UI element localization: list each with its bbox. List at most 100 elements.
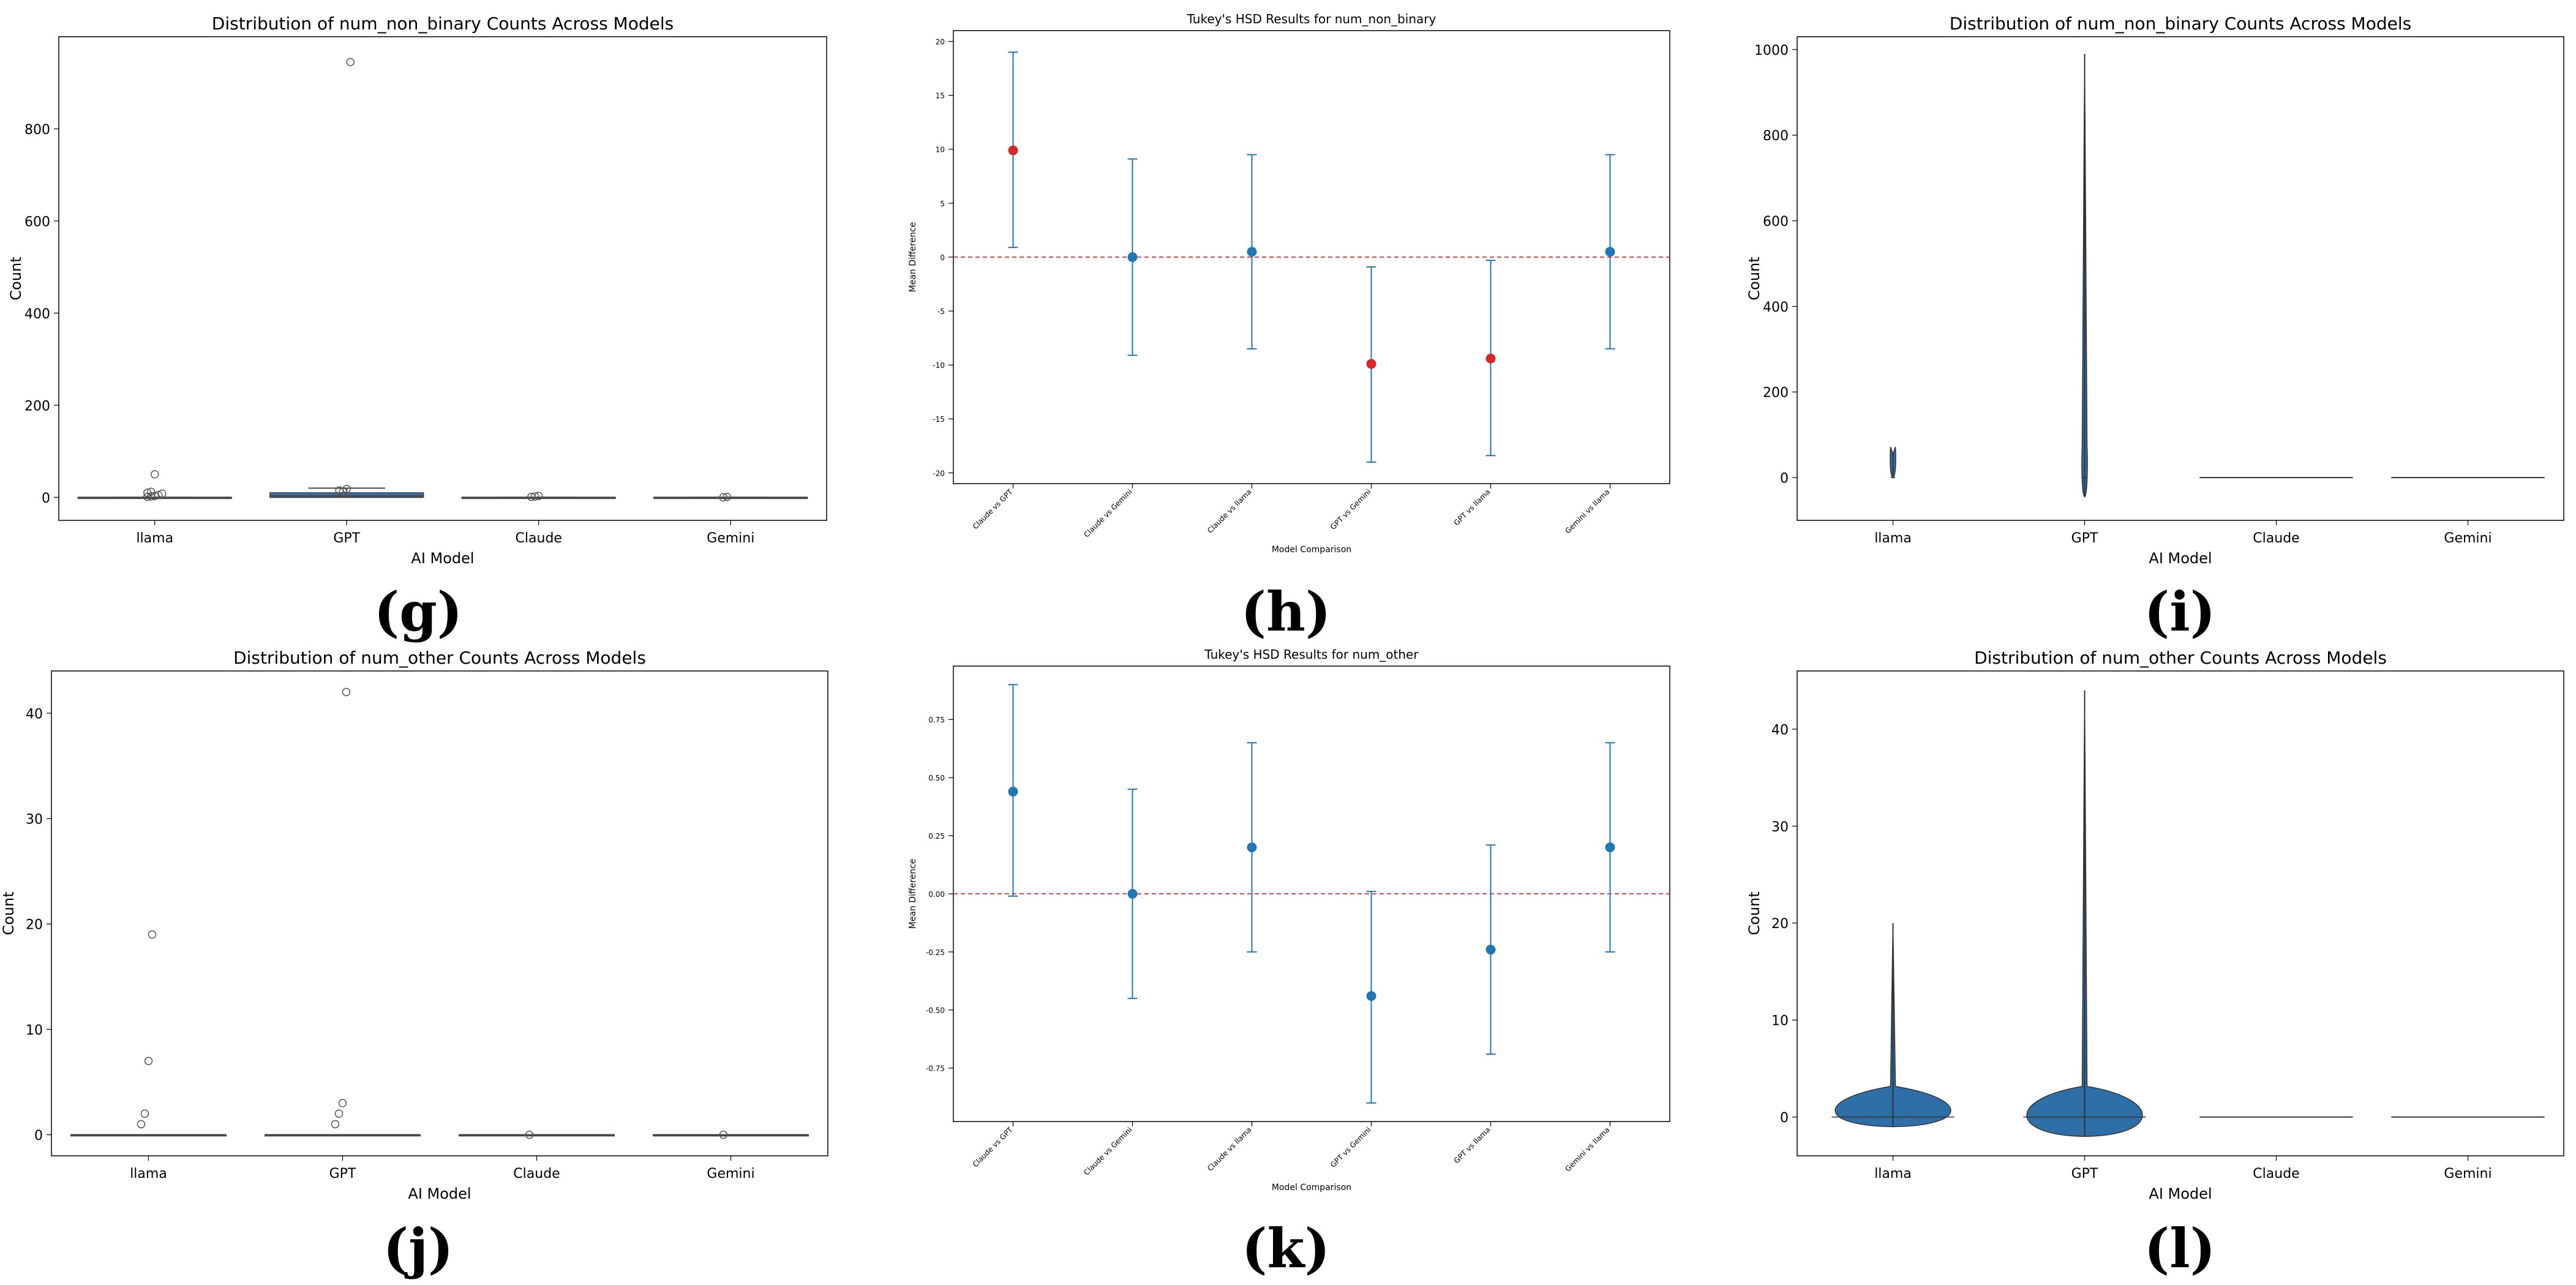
box-llama (77, 470, 232, 501)
mean-difference-point (1127, 889, 1138, 899)
y-tick-label: 10 (26, 1023, 43, 1038)
x-tick-label: Claude vs llama (1206, 1125, 1253, 1173)
y-tick-label: 0 (1780, 1111, 1789, 1126)
plot-frame (953, 665, 1670, 1122)
x-tick-label: Claude vs llama (1206, 487, 1253, 535)
y-tick-label: 800 (1763, 129, 1789, 144)
y-tick-label: 0.50 (928, 774, 945, 782)
y-tick-label: 600 (1763, 214, 1789, 230)
comparison-1 (1127, 789, 1138, 999)
plot-frame (1797, 670, 2564, 1156)
panel-label: (j) (383, 1216, 453, 1280)
outlier-point (140, 1109, 149, 1118)
x-tick-label: GPT (2071, 531, 2098, 546)
y-tick-label: 10 (936, 146, 945, 154)
y-tick-label: 5 (940, 200, 945, 208)
x-tick-label: GPT vs Gemini (1329, 1125, 1373, 1169)
y-tick-label: -0.75 (926, 1065, 945, 1073)
x-axis-label: AI Model (411, 550, 474, 567)
y-tick-label: 20 (936, 38, 945, 47)
x-tick-label: GPT vs llama (1452, 487, 1492, 527)
comparison-2 (1247, 742, 1257, 953)
y-axis-label: Count (7, 257, 24, 300)
y-tick-label: 400 (24, 307, 50, 322)
x-tick-label: Claude (2253, 531, 2299, 546)
chart-panel-5: Distribution of num_other Counts Across … (1746, 648, 2564, 1280)
box-Claude (458, 1130, 615, 1139)
y-tick-label: 0.25 (928, 832, 945, 841)
x-axis-label: Model Comparison (1272, 1183, 1351, 1193)
y-tick-label: 0.75 (928, 716, 945, 724)
y-tick-label: -20 (933, 469, 945, 478)
comparison-5 (1605, 742, 1615, 953)
x-axis-label: AI Model (408, 1185, 471, 1202)
y-tick-label: 800 (24, 122, 50, 138)
x-tick-label: Claude (2253, 1166, 2299, 1182)
y-tick-label: 1000 (1754, 43, 1789, 58)
outlier-point (334, 1109, 344, 1118)
chart-panel-4: Tukey's HSD Results for num_other 0.75 0.5… (908, 647, 1670, 1280)
outlier-point (331, 1120, 340, 1129)
mean-difference-point (1605, 247, 1615, 257)
y-tick-label: 0 (42, 491, 50, 506)
x-tick-label: Claude (513, 1166, 560, 1182)
y-tick-label: 30 (26, 812, 43, 827)
mean-difference-point (1247, 842, 1257, 853)
panel-label: (l) (2144, 1216, 2216, 1280)
y-tick-label: 0 (34, 1128, 43, 1144)
mean-difference-point (1008, 145, 1018, 155)
box-Gemini (653, 492, 808, 502)
x-tick-label: GPT (2071, 1166, 2098, 1182)
x-tick-label: llama (130, 1166, 167, 1182)
comparison-2 (1247, 154, 1257, 350)
chart-panel-3: Distribution of num_other Counts Across … (0, 648, 828, 1280)
y-tick-label: 40 (1771, 722, 1789, 738)
x-tick-label: Gemini (707, 531, 754, 546)
violin-llama (1831, 923, 1955, 1128)
y-tick-label: 600 (24, 214, 50, 230)
x-tick-label: Claude vs Gemini (1082, 1125, 1133, 1177)
violin-GPT (2081, 53, 2088, 498)
comparison-3 (1366, 266, 1376, 463)
outlier-point (143, 489, 152, 497)
panel-label: (i) (2144, 580, 2216, 643)
comparison-3 (1366, 891, 1376, 1104)
y-tick-label: 10 (1771, 1014, 1789, 1029)
y-tick-label: 15 (936, 92, 945, 100)
y-tick-label: -0.50 (926, 1006, 945, 1015)
outlier-point (154, 490, 163, 500)
outlier-point (719, 493, 727, 502)
x-tick-label: GPT (333, 531, 360, 546)
violin-llama (1890, 446, 1896, 478)
panel-label: (g) (374, 580, 463, 643)
box-GPT (269, 58, 424, 498)
mean-difference-point (1127, 252, 1138, 262)
panel-label: (k) (1242, 1216, 1330, 1280)
panel-label: (h) (1241, 580, 1331, 643)
chart-panel-1: Tukey's HSD Results for num_non_binary 20… (908, 12, 1670, 643)
box-llama (70, 930, 227, 1137)
x-tick-label: Gemini (2444, 1166, 2492, 1182)
plot-frame (953, 30, 1670, 484)
x-tick-label: Gemini vs llama (1563, 487, 1611, 535)
mean-difference-point (1485, 945, 1496, 955)
plot-frame (58, 36, 827, 521)
chart-title: Tukey's HSD Results for num_other (1204, 647, 1419, 662)
y-tick-label: -5 (937, 307, 945, 316)
outlier-point (342, 687, 351, 697)
x-tick-label: Claude vs GPT (971, 487, 1015, 531)
y-axis-label: Mean Difference (908, 859, 918, 929)
x-tick-label: GPT vs llama (1452, 1125, 1492, 1165)
y-tick-label: 0 (940, 253, 945, 262)
y-tick-label: -0.25 (926, 948, 945, 957)
comparison-4 (1485, 260, 1496, 457)
y-axis-label: Count (1746, 891, 1763, 935)
y-tick-label: 20 (1771, 916, 1789, 932)
x-tick-label: Claude vs Gemini (1082, 487, 1133, 539)
chart-title: Distribution of num_other Counts Across … (233, 648, 646, 668)
x-axis-label: Model Comparison (1272, 545, 1351, 555)
mean-difference-point (1605, 842, 1615, 853)
plot-frame (1797, 36, 2564, 521)
mean-difference-point (1366, 359, 1376, 369)
